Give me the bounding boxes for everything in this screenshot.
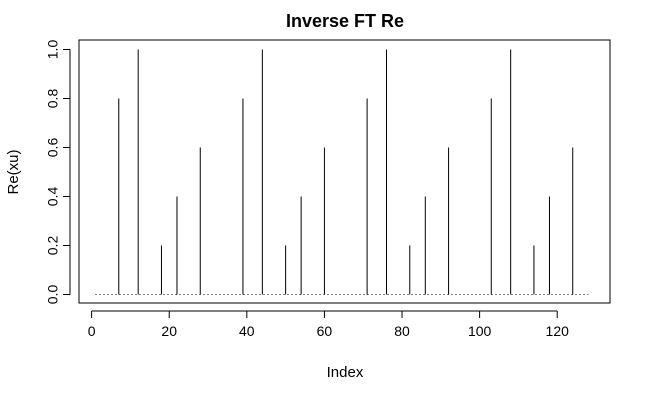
x-tick-label: 20	[161, 323, 177, 339]
y-tick-label: 0.2	[45, 236, 61, 256]
spike-series	[118, 49, 574, 295]
x-tick-label: 60	[317, 323, 333, 339]
x-tick-label: 100	[468, 323, 492, 339]
x-axis: 0 20 40 60 80 100 120	[88, 310, 570, 339]
y-axis-label: Re(xu)	[5, 149, 22, 194]
x-tick-label: 80	[394, 323, 410, 339]
y-axis: 0.0 0.2 0.4 0.6 0.8 1.0	[45, 40, 71, 305]
x-tick-label: 0	[88, 323, 96, 339]
plot-frame	[78, 39, 611, 304]
x-tick-label: 120	[546, 323, 570, 339]
y-tick-label: 1.0	[45, 40, 61, 60]
y-tick-label: 0.8	[45, 89, 61, 109]
y-tick-label: 0.0	[45, 285, 61, 305]
chart-title: Inverse FT Re	[286, 11, 404, 31]
y-tick-label: 0.4	[45, 187, 61, 207]
y-tick-label: 0.6	[45, 138, 61, 158]
x-tick-label: 40	[239, 323, 255, 339]
x-axis-label: Index	[327, 364, 364, 381]
